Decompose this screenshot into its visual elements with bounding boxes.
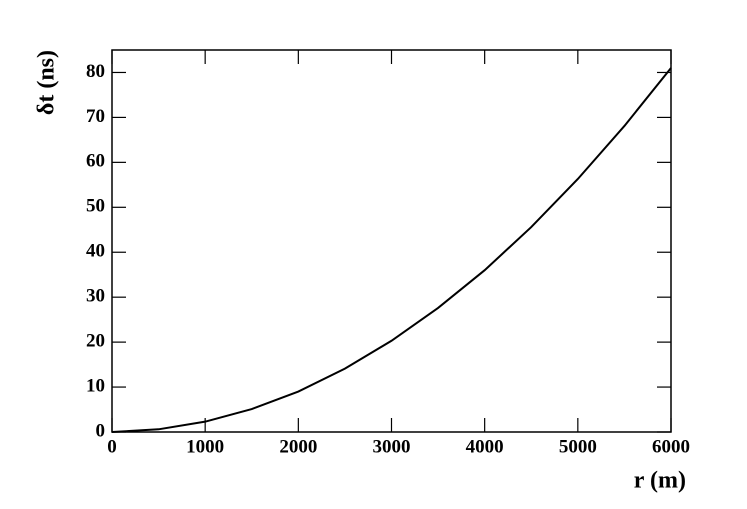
y-tick-label: 60	[86, 151, 105, 172]
y-tick-label: 20	[86, 330, 105, 351]
x-tick-label: 0	[107, 436, 117, 457]
x-tick-label: 6000	[652, 436, 690, 457]
x-axis-label: r (m)	[634, 468, 686, 494]
y-tick-label: 0	[96, 420, 106, 441]
plot-frame	[111, 49, 672, 433]
y-tick-label: 80	[86, 61, 105, 82]
x-tick-label: 2000	[279, 436, 317, 457]
y-tick-label: 10	[86, 375, 105, 396]
data-line	[111, 67, 672, 433]
x-tick-label: 3000	[373, 436, 411, 457]
y-tick-label: 30	[86, 286, 105, 307]
y-tick-label: 70	[86, 106, 105, 127]
y-tick-label: 50	[86, 196, 105, 217]
x-tick-label: 5000	[559, 436, 597, 457]
y-axis-label: δt (ns)	[34, 50, 60, 115]
y-tick-label: 40	[86, 241, 105, 262]
x-tick-label: 4000	[466, 436, 504, 457]
x-tick-label: 1000	[186, 436, 224, 457]
